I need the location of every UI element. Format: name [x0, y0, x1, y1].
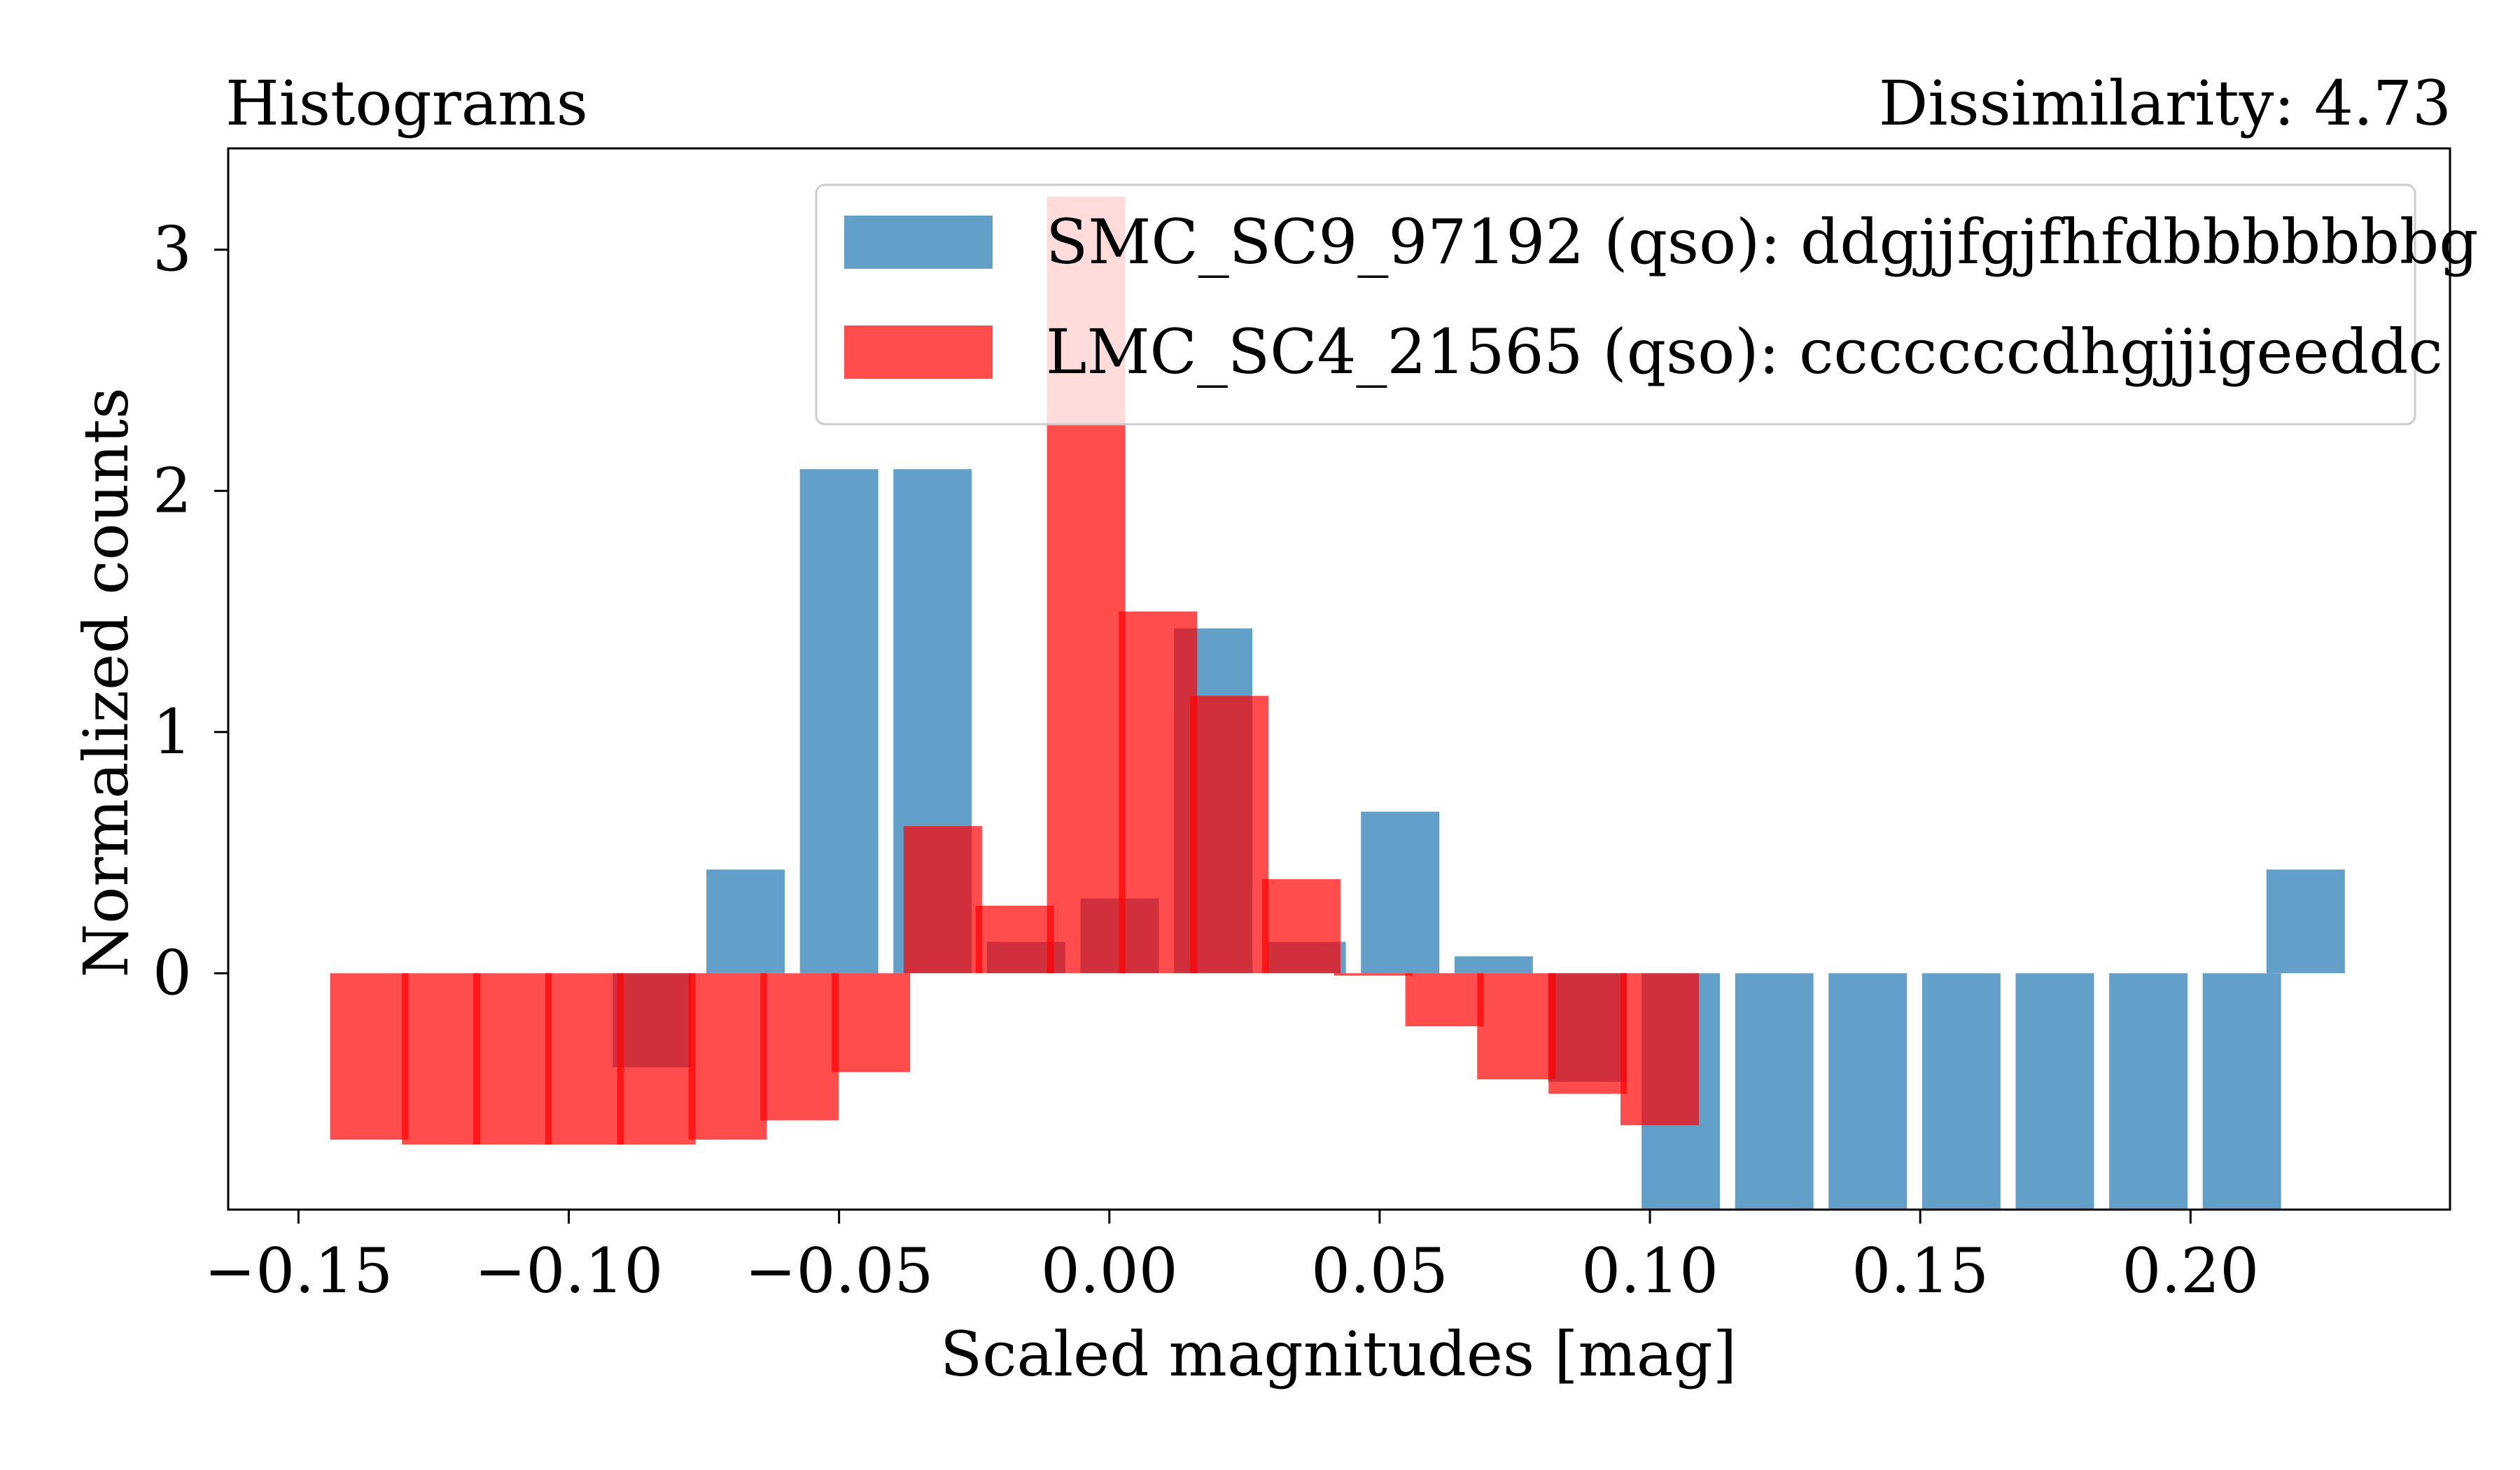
y-axis-label: Normalized counts: [70, 387, 142, 977]
series-1-bars: [330, 196, 1699, 1144]
x-tick-label: 0.20: [2122, 1235, 2259, 1307]
plot-frame: [227, 147, 2451, 1211]
lmc-bar: [545, 973, 624, 1144]
lmc-bar: [1334, 973, 1413, 976]
dissimilarity-label: Dissimilarity: 4.73: [1879, 67, 2451, 139]
lmc-bar: [402, 973, 481, 1144]
smc-bar: [1454, 956, 1533, 974]
smc-bar: [799, 469, 878, 974]
lmc-bar: [688, 973, 767, 1140]
legend-label-lmc: LMC_SC4_21565 (qso): cccccccdhgjjigeeddc: [1046, 316, 2443, 388]
legend-label-smc: SMC_SC9_97192 (qso): ddgjjfgjfhfdbbbbbbb…: [1046, 206, 2479, 278]
ticks-layer: −0.15 −0.10 −0.05 0.00 0.05 0.10 0.15 0.20 0 1 2 3: [153, 214, 2259, 1307]
y-tick-label: 0: [153, 937, 192, 1009]
bars-layer: [330, 196, 2345, 1210]
lmc-bar: [903, 826, 982, 974]
lmc-bar: [1190, 696, 1269, 974]
legend-swatch-smc: [844, 216, 993, 269]
y-tick-label: 2: [153, 454, 192, 526]
y-tick-label: 1: [153, 696, 192, 768]
smc-bar: [1921, 973, 2001, 1210]
chart-title: Histograms: [225, 67, 588, 139]
smc-bar: [2266, 869, 2345, 974]
legend: SMC_SC9_97192 (qso): ddgjjfgjfhfdbbbbbbb…: [815, 183, 2479, 426]
lmc-bar: [1548, 973, 1628, 1094]
x-tick-label: 0.15: [1851, 1235, 1989, 1307]
legend-box: [815, 183, 2416, 426]
lmc-bar: [617, 973, 696, 1144]
lmc-bar: [330, 973, 409, 1140]
smc-bar: [1735, 973, 1814, 1210]
lmc-bar: [1477, 973, 1556, 1079]
lmc-bar: [760, 973, 839, 1121]
lmc-bar: [1261, 878, 1340, 974]
smc-bar: [2202, 973, 2281, 1210]
smc-bar: [2109, 973, 2188, 1210]
lmc-bar: [975, 905, 1054, 974]
lmc-bar: [473, 973, 552, 1144]
lmc-bar: [1620, 973, 1699, 1126]
legend-swatch-lmc: [844, 326, 993, 379]
smc-bar: [1361, 811, 1440, 974]
smc-bar: [2015, 973, 2094, 1210]
axes-frame: [227, 147, 2451, 1211]
x-tick-label: −0.15: [204, 1235, 393, 1307]
smc-bar: [1828, 973, 1907, 1210]
smc-bar: [706, 869, 785, 974]
x-tick-label: 0.00: [1041, 1235, 1178, 1307]
lmc-bar: [1119, 611, 1198, 974]
lmc-bar: [832, 973, 911, 1072]
lmc-bar: [1405, 973, 1484, 1027]
series-0-bars: [612, 469, 2345, 1210]
x-tick-label: 0.05: [1311, 1235, 1448, 1307]
x-axis-label: Scaled magnitudes [mag]: [940, 1318, 1737, 1390]
x-tick-label: −0.10: [475, 1235, 664, 1307]
x-tick-label: 0.10: [1581, 1235, 1718, 1307]
x-tick-label: −0.05: [745, 1235, 934, 1307]
y-tick-label: 3: [153, 214, 192, 286]
